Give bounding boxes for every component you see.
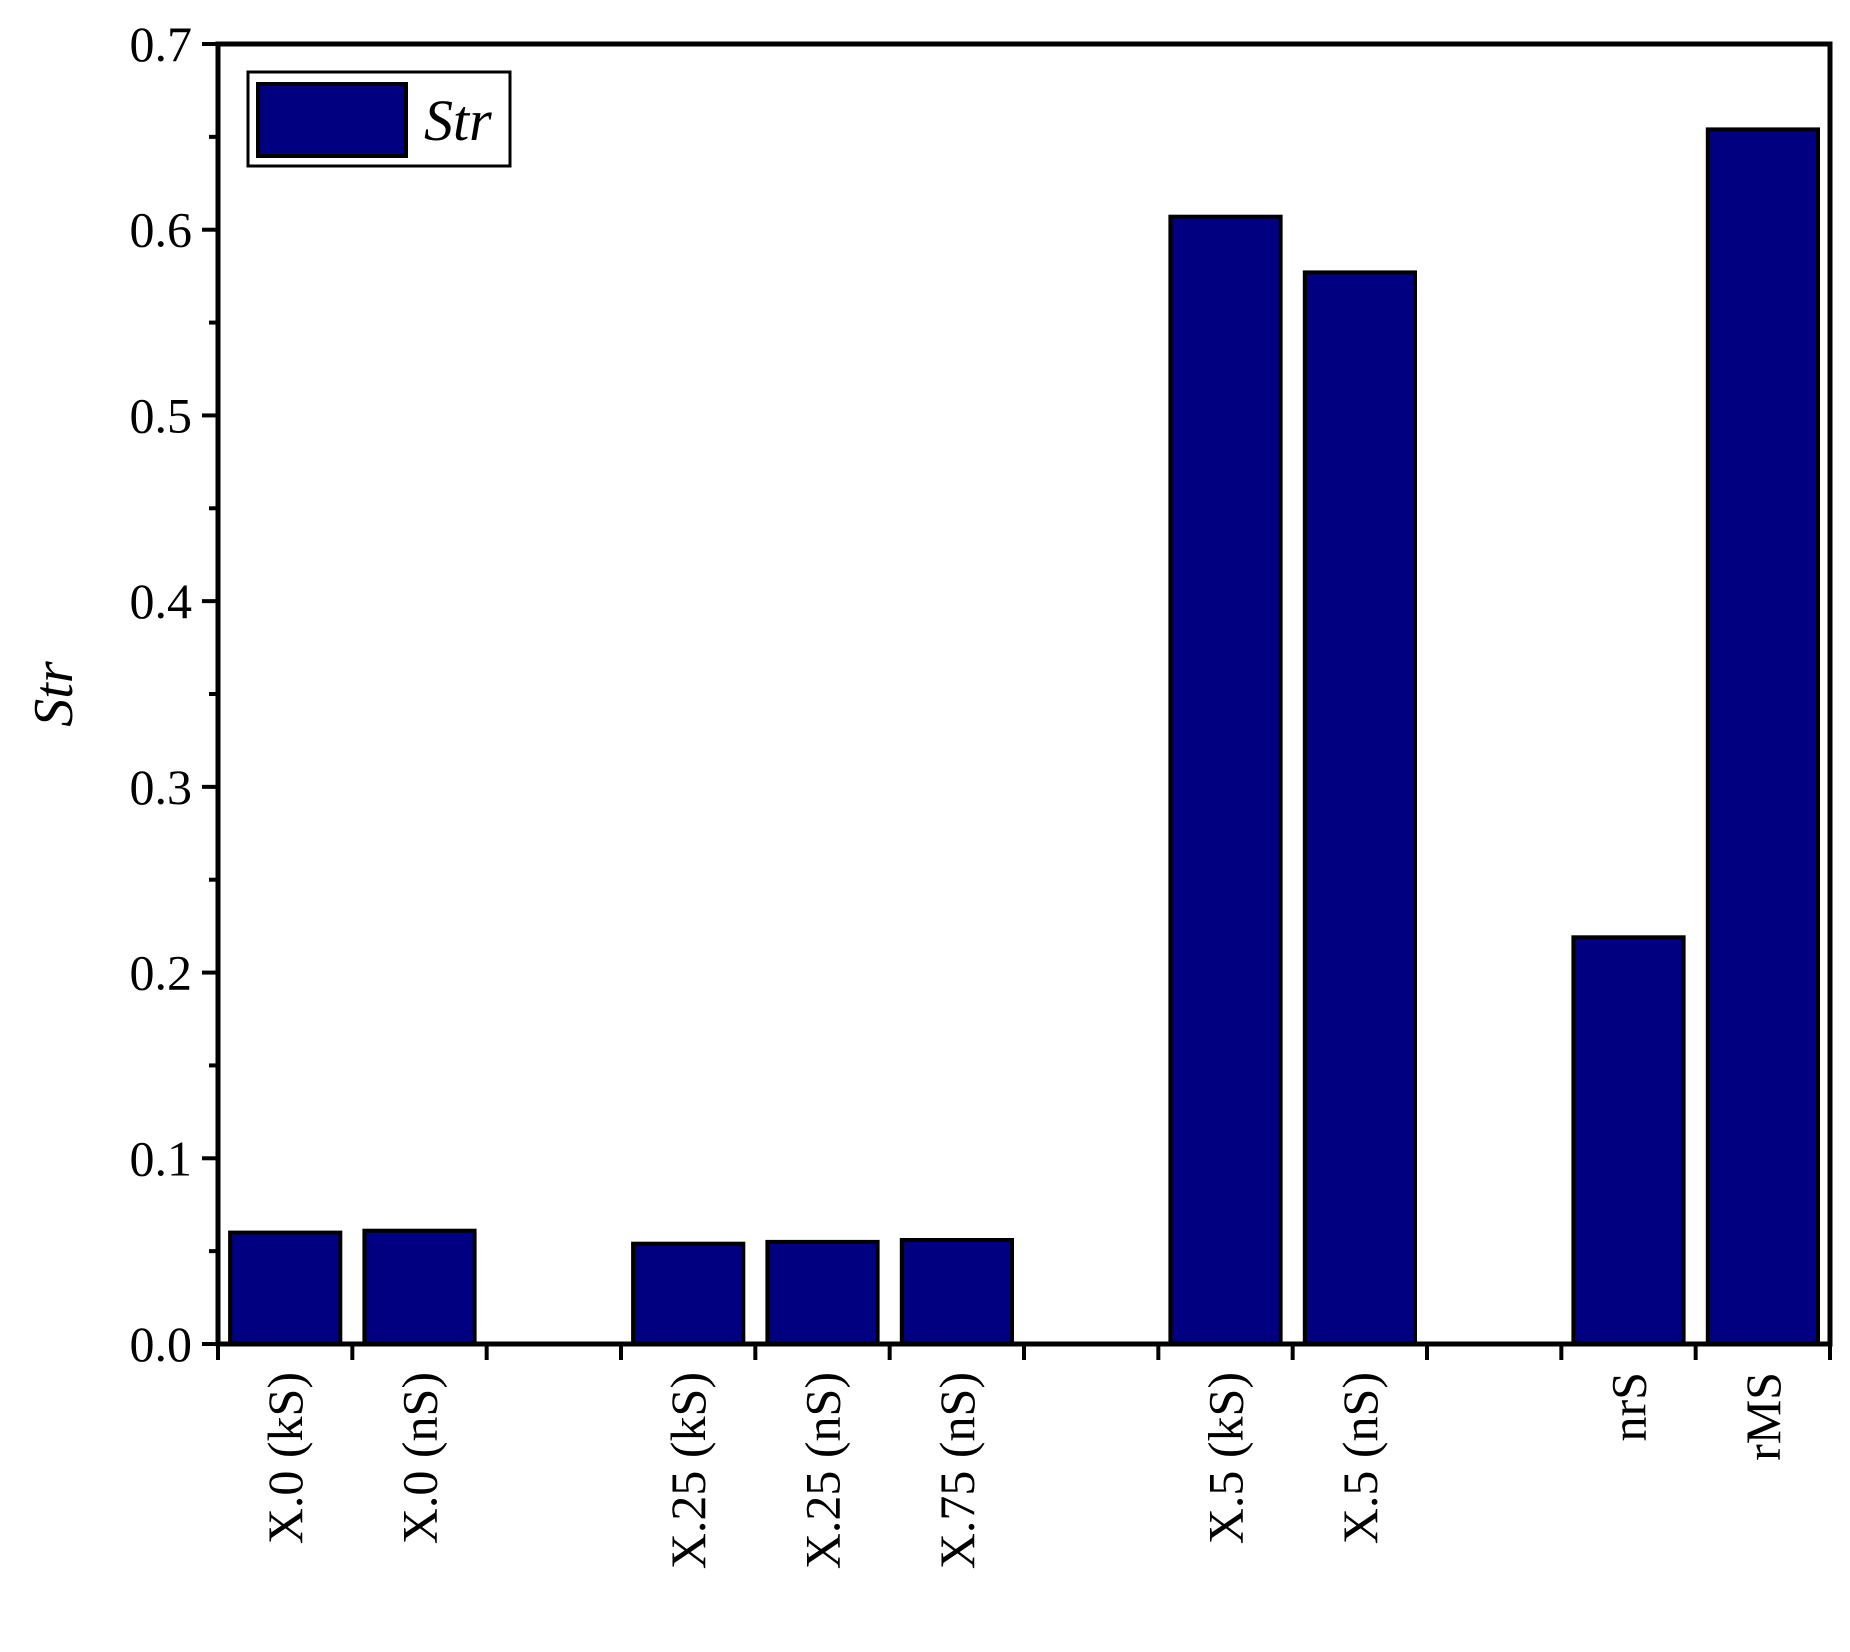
bar-rms — [1705, 127, 1821, 1346]
labels-layer: 0.0 0.1 0.2 0.3 0.4 0.5 0.6 0.7 X.0 (kS) X.0 (nS)… — [23, 16, 1791, 1569]
bar-nrs — [1571, 935, 1686, 1346]
y-tick-label: 0.5 — [130, 387, 193, 443]
x-category-label: X.5 (kS) — [1198, 1372, 1254, 1544]
bar-x-25-ns- — [765, 1239, 880, 1347]
bar-x-75-ns- — [899, 1238, 1014, 1346]
axes-layer — [202, 41, 1833, 1360]
x-category-label: X.25 (kS) — [660, 1372, 716, 1569]
y-tick-label: 0.7 — [130, 16, 193, 72]
x-category-label: rMS — [1735, 1372, 1791, 1461]
y-tick-label: 0.6 — [130, 202, 193, 258]
y-axis-title: Str — [23, 661, 85, 727]
bar-x-0-ks- — [228, 1230, 343, 1346]
legend: Str — [246, 70, 512, 168]
y-tick-label: 0.2 — [130, 945, 193, 1001]
y-tick-label: 0.4 — [130, 573, 193, 629]
x-category-label: X.0 (nS) — [392, 1372, 448, 1544]
bar-x-5-ns- — [1302, 270, 1418, 1346]
x-category-label: X.25 (nS) — [795, 1372, 851, 1569]
bar-x-25-ks- — [631, 1241, 746, 1346]
x-category-label: X.5 (nS) — [1332, 1372, 1388, 1544]
x-category-label: X.75 (nS) — [929, 1372, 985, 1569]
x-category-label: X.0 (kS) — [257, 1372, 313, 1544]
y-tick-label: 0.0 — [130, 1316, 193, 1372]
y-tick-label: 0.3 — [130, 759, 193, 815]
y-tick-label: 0.1 — [130, 1130, 193, 1186]
bar-x-5-ks- — [1168, 214, 1283, 1347]
bars-layer — [228, 127, 1821, 1347]
legend-label: Str — [424, 88, 492, 153]
bar-x-0-ns- — [362, 1228, 477, 1346]
legend-swatch — [256, 82, 408, 158]
x-category-label: nrS — [1601, 1372, 1657, 1441]
